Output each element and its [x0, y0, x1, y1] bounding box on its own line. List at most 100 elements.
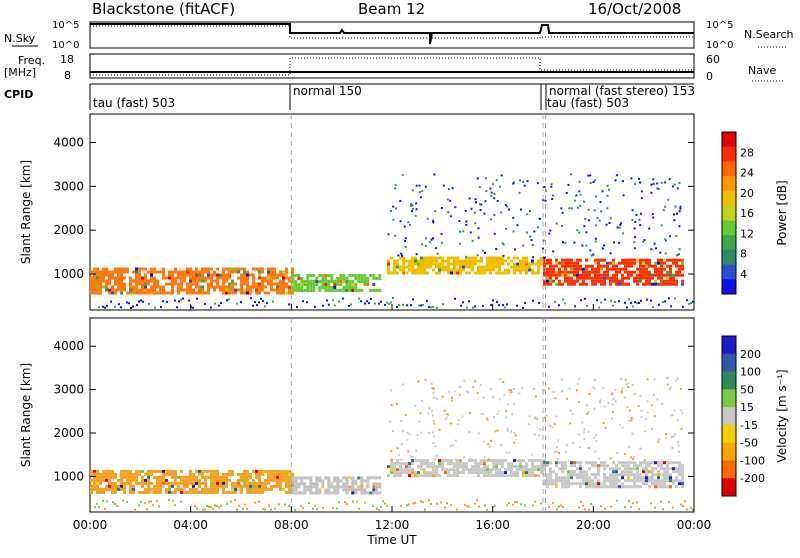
velocity-cell — [327, 482, 331, 486]
power-cell — [669, 258, 672, 262]
power-cell — [126, 301, 128, 304]
power-cell — [468, 265, 471, 269]
velocity-cell — [393, 468, 396, 472]
power-cell — [440, 233, 443, 236]
power-cell — [594, 237, 597, 240]
velocity-cell — [177, 475, 180, 479]
power-cell — [495, 271, 498, 275]
velocity-cell — [643, 459, 646, 461]
power-cell — [606, 184, 609, 187]
power-cell — [489, 268, 492, 272]
velocity-cell — [686, 508, 688, 511]
velocity-cell — [556, 457, 559, 460]
power-cell — [504, 306, 506, 309]
power-cell — [525, 268, 528, 272]
velocity-cell — [408, 462, 411, 466]
power-cell — [410, 204, 412, 207]
power-cell — [630, 301, 632, 304]
velocity-cell — [594, 450, 597, 453]
power-cell — [312, 286, 316, 289]
power-cell — [669, 267, 672, 271]
power-cell — [567, 258, 570, 262]
power-cell — [543, 270, 546, 274]
velocity-cell — [402, 471, 405, 475]
velocity-xtick-label: 20:00 — [576, 518, 611, 532]
power-cell — [360, 280, 364, 283]
power-cell — [387, 268, 390, 272]
velocity-cell — [222, 472, 225, 476]
power-cell — [156, 291, 159, 295]
velocity-cell — [676, 377, 679, 380]
velocity-cell — [612, 467, 615, 471]
power-cell — [428, 306, 430, 309]
power-cell — [612, 276, 615, 280]
velocity-cell — [201, 490, 204, 494]
velocity-cell — [543, 467, 546, 471]
velocity-cell — [642, 470, 645, 474]
power-cell — [333, 289, 337, 292]
power-cell — [636, 267, 639, 271]
velocity-cell — [351, 479, 355, 483]
velocity-cell — [150, 469, 153, 473]
velocity-cell — [116, 504, 118, 507]
power-cell — [624, 282, 627, 286]
power-cell — [648, 261, 651, 265]
velocity-cell — [576, 382, 579, 385]
power-cell — [120, 291, 123, 295]
velocity-cell — [412, 502, 414, 505]
velocity-cell — [288, 487, 291, 491]
power-cell — [426, 217, 429, 220]
power-cell — [96, 282, 99, 286]
velocity-cell — [375, 482, 379, 486]
power-ytick-label: 2000 — [53, 223, 84, 237]
power-cell — [207, 267, 210, 271]
velocity-cell — [648, 476, 651, 480]
velocity-cell — [255, 475, 258, 479]
power-cell — [303, 283, 307, 286]
velocity-cell — [564, 485, 567, 489]
velocity-cell — [510, 462, 513, 466]
velocity-cell — [650, 404, 653, 407]
power-cell — [654, 264, 657, 268]
velocity-cell — [452, 444, 455, 447]
velocity-cell — [438, 465, 441, 469]
velocity-cell — [614, 388, 617, 391]
power-cell — [228, 298, 230, 301]
velocity-cell — [627, 485, 630, 489]
power-cell — [174, 279, 177, 283]
power-cell — [450, 256, 453, 260]
velocity-cell — [492, 396, 495, 399]
power-cell — [433, 173, 436, 176]
velocity-cell — [390, 468, 393, 472]
velocity-cell — [657, 485, 660, 489]
power-cell — [639, 276, 642, 280]
power-cell — [177, 285, 180, 289]
power-cell — [360, 277, 364, 280]
velocity-cell — [630, 505, 632, 508]
power-cell — [570, 282, 573, 286]
power-cell — [561, 211, 564, 214]
velocity-cell — [399, 468, 402, 472]
velocity-cell — [246, 507, 248, 510]
power-cell — [240, 273, 243, 277]
power-cell — [492, 183, 494, 186]
power-cell — [609, 282, 612, 286]
power-cell — [196, 297, 198, 300]
velocity-cell — [414, 459, 417, 463]
velocity-xtick-label: 00:00 — [677, 518, 712, 532]
velocity-cell — [120, 484, 123, 488]
velocity-cell — [459, 385, 462, 388]
power-cell — [96, 285, 99, 289]
power-cell — [453, 265, 456, 269]
velocity-cell — [246, 475, 249, 479]
power-cell — [522, 262, 525, 266]
power-cell — [177, 276, 180, 280]
power-cell — [234, 267, 237, 271]
power-cell — [177, 273, 180, 277]
velocity-cell — [392, 430, 394, 432]
power-cell — [609, 267, 612, 271]
power-cell — [648, 270, 651, 274]
power-cell — [104, 306, 106, 309]
velocity-cell — [681, 473, 684, 477]
power-cell — [627, 273, 630, 277]
